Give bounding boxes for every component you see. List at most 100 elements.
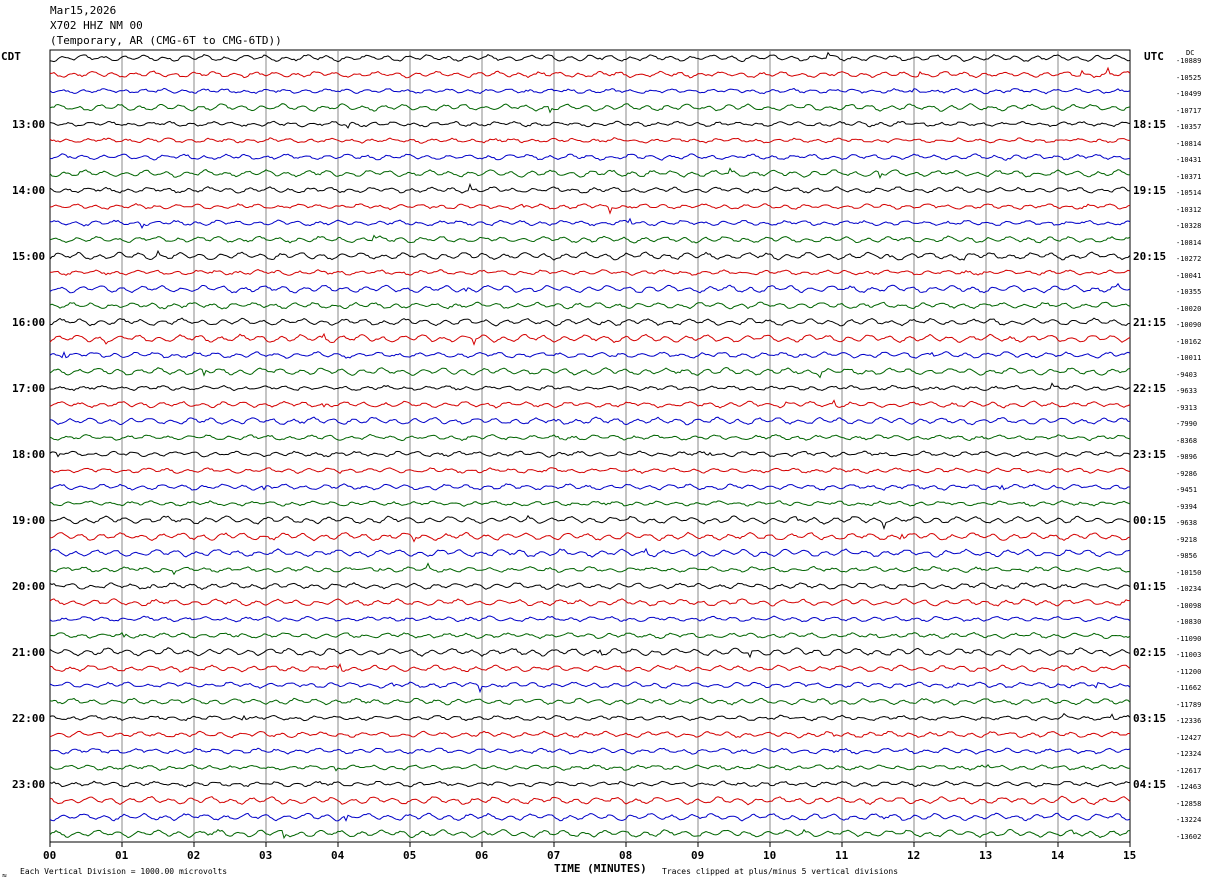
seismic-trace <box>49 137 1131 144</box>
seismic-trace <box>49 66 1131 79</box>
seismic-trace <box>50 269 1131 276</box>
x-tick-label: 00 <box>43 849 57 862</box>
seismic-trace <box>49 234 1131 244</box>
seismic-trace <box>49 249 1131 261</box>
seismic-trace <box>49 828 1131 840</box>
seismic-trace <box>49 282 1131 294</box>
seismic-trace <box>49 697 1131 706</box>
right-hour-label: 18:15 <box>1133 118 1167 131</box>
dc-offset-value: -13224 <box>1176 816 1202 824</box>
left-hour-label: 14:00 <box>12 184 46 197</box>
dc-offset-value: -9403 <box>1176 370 1198 379</box>
seismic-trace <box>49 87 1131 95</box>
dc-offset-value: -7990 <box>1176 420 1198 428</box>
left-hour-label: 17:00 <box>12 382 46 395</box>
dc-offset-value: -10020 <box>1176 304 1202 313</box>
right-hour-label: 19:15 <box>1133 184 1167 197</box>
x-tick-label: 02 <box>187 849 201 862</box>
right-hour-label: 01:15 <box>1133 580 1167 593</box>
station-id: X702 HHZ NM 00 <box>50 19 143 32</box>
seismic-trace <box>49 483 1130 491</box>
right-hour-label: 21:15 <box>1133 316 1167 329</box>
seismic-trace <box>49 780 1131 788</box>
clip-note: Traces clipped at plus/minus 5 vertical … <box>662 867 899 876</box>
x-tick-label: 10 <box>763 849 777 862</box>
right-hour-label: 00:15 <box>1133 514 1167 527</box>
dc-offset-value: -10272 <box>1176 255 1202 263</box>
dc-offset-value: -10830 <box>1176 618 1202 626</box>
seismic-trace <box>49 562 1131 576</box>
seismic-trace <box>50 467 1131 475</box>
left-hour-label: 16:00 <box>12 316 46 329</box>
dc-offset-value: -12858 <box>1176 799 1202 808</box>
x-tick-label: 06 <box>475 849 489 862</box>
dc-offset-value: -9856 <box>1176 552 1198 560</box>
dc-offset-value: -8368 <box>1176 436 1198 445</box>
seismic-trace <box>49 317 1131 327</box>
dc-offset-value: -11662 <box>1176 684 1202 692</box>
left-hour-label: 23:00 <box>12 778 46 791</box>
dc-offset-value: -12617 <box>1176 766 1202 775</box>
seismic-trace <box>49 217 1131 230</box>
x-tick-label: 03 <box>259 849 273 862</box>
dc-offset-value: -9896 <box>1176 453 1198 461</box>
dc-offset-value: -9638 <box>1176 519 1198 527</box>
dc-offset-value: -10514 <box>1176 189 1202 197</box>
x-tick-label: 05 <box>403 849 417 862</box>
dc-offset-value: -10525 <box>1176 73 1202 82</box>
corner-mark: ≈ <box>2 871 7 880</box>
dc-offset-value: -10814 <box>1176 238 1202 247</box>
right-timezone-label: UTC <box>1144 50 1164 63</box>
left-hour-label: 20:00 <box>12 580 46 593</box>
seismic-trace <box>49 795 1131 806</box>
dc-offset-value: -10814 <box>1176 139 1202 148</box>
left-hour-label: 13:00 <box>12 118 46 131</box>
seismic-trace <box>49 531 1131 543</box>
seismic-trace <box>49 764 1131 772</box>
seismic-trace <box>49 301 1131 310</box>
right-hour-label: 23:15 <box>1133 448 1167 461</box>
seismic-trace <box>49 662 1131 673</box>
dc-offset-value: -9394 <box>1176 502 1198 511</box>
dc-offset-value: -11200 <box>1176 667 1202 676</box>
seismic-trace <box>49 332 1131 346</box>
right-hour-label: 04:15 <box>1133 778 1167 791</box>
dc-offset-value: -12463 <box>1176 783 1202 791</box>
dc-offset-value: -10357 <box>1176 123 1202 131</box>
seismic-trace <box>49 631 1131 640</box>
seismic-trace <box>49 647 1131 659</box>
seismic-trace <box>49 450 1131 458</box>
seismic-trace <box>49 433 1131 442</box>
left-hour-label: 21:00 <box>12 646 46 659</box>
dc-offset-value: -9218 <box>1176 535 1198 544</box>
network-info: (Temporary, AR (CMG-6T to CMG-6TD)) <box>50 34 282 47</box>
x-tick-label: 11 <box>835 849 849 862</box>
seismic-trace <box>49 730 1130 739</box>
seismic-trace <box>49 547 1131 558</box>
dc-offset-value: -10431 <box>1176 156 1202 164</box>
dc-offset-value: -10011 <box>1176 354 1202 362</box>
x-tick-label: 07 <box>547 849 561 862</box>
dc-offset-value: -10889 <box>1176 57 1202 65</box>
dc-offset-value: -12427 <box>1176 733 1202 742</box>
scale-note: Each Vertical Division = 1000.00 microvo… <box>20 867 228 876</box>
x-tick-label: 12 <box>907 849 921 862</box>
x-tick-label: 09 <box>691 849 705 862</box>
dc-offset-header: DC <box>1186 49 1195 57</box>
left-hour-label: 19:00 <box>12 514 46 527</box>
seismic-trace <box>50 382 1131 392</box>
seismic-trace <box>49 51 1131 63</box>
seismic-trace <box>49 681 1131 694</box>
seismic-trace <box>49 153 1131 161</box>
seismic-trace <box>49 120 1131 129</box>
x-tick-label: 08 <box>619 849 633 862</box>
dc-offset-value: -11003 <box>1176 651 1202 659</box>
seismic-trace <box>49 167 1131 180</box>
x-tick-label: 14 <box>1051 849 1065 862</box>
x-axis-title: TIME (MINUTES) <box>554 862 647 875</box>
right-hour-label: 22:15 <box>1133 382 1167 395</box>
seismic-trace <box>49 202 1131 215</box>
dc-offset-value: -12336 <box>1176 717 1202 725</box>
dc-offset-value: -9286 <box>1176 469 1198 478</box>
